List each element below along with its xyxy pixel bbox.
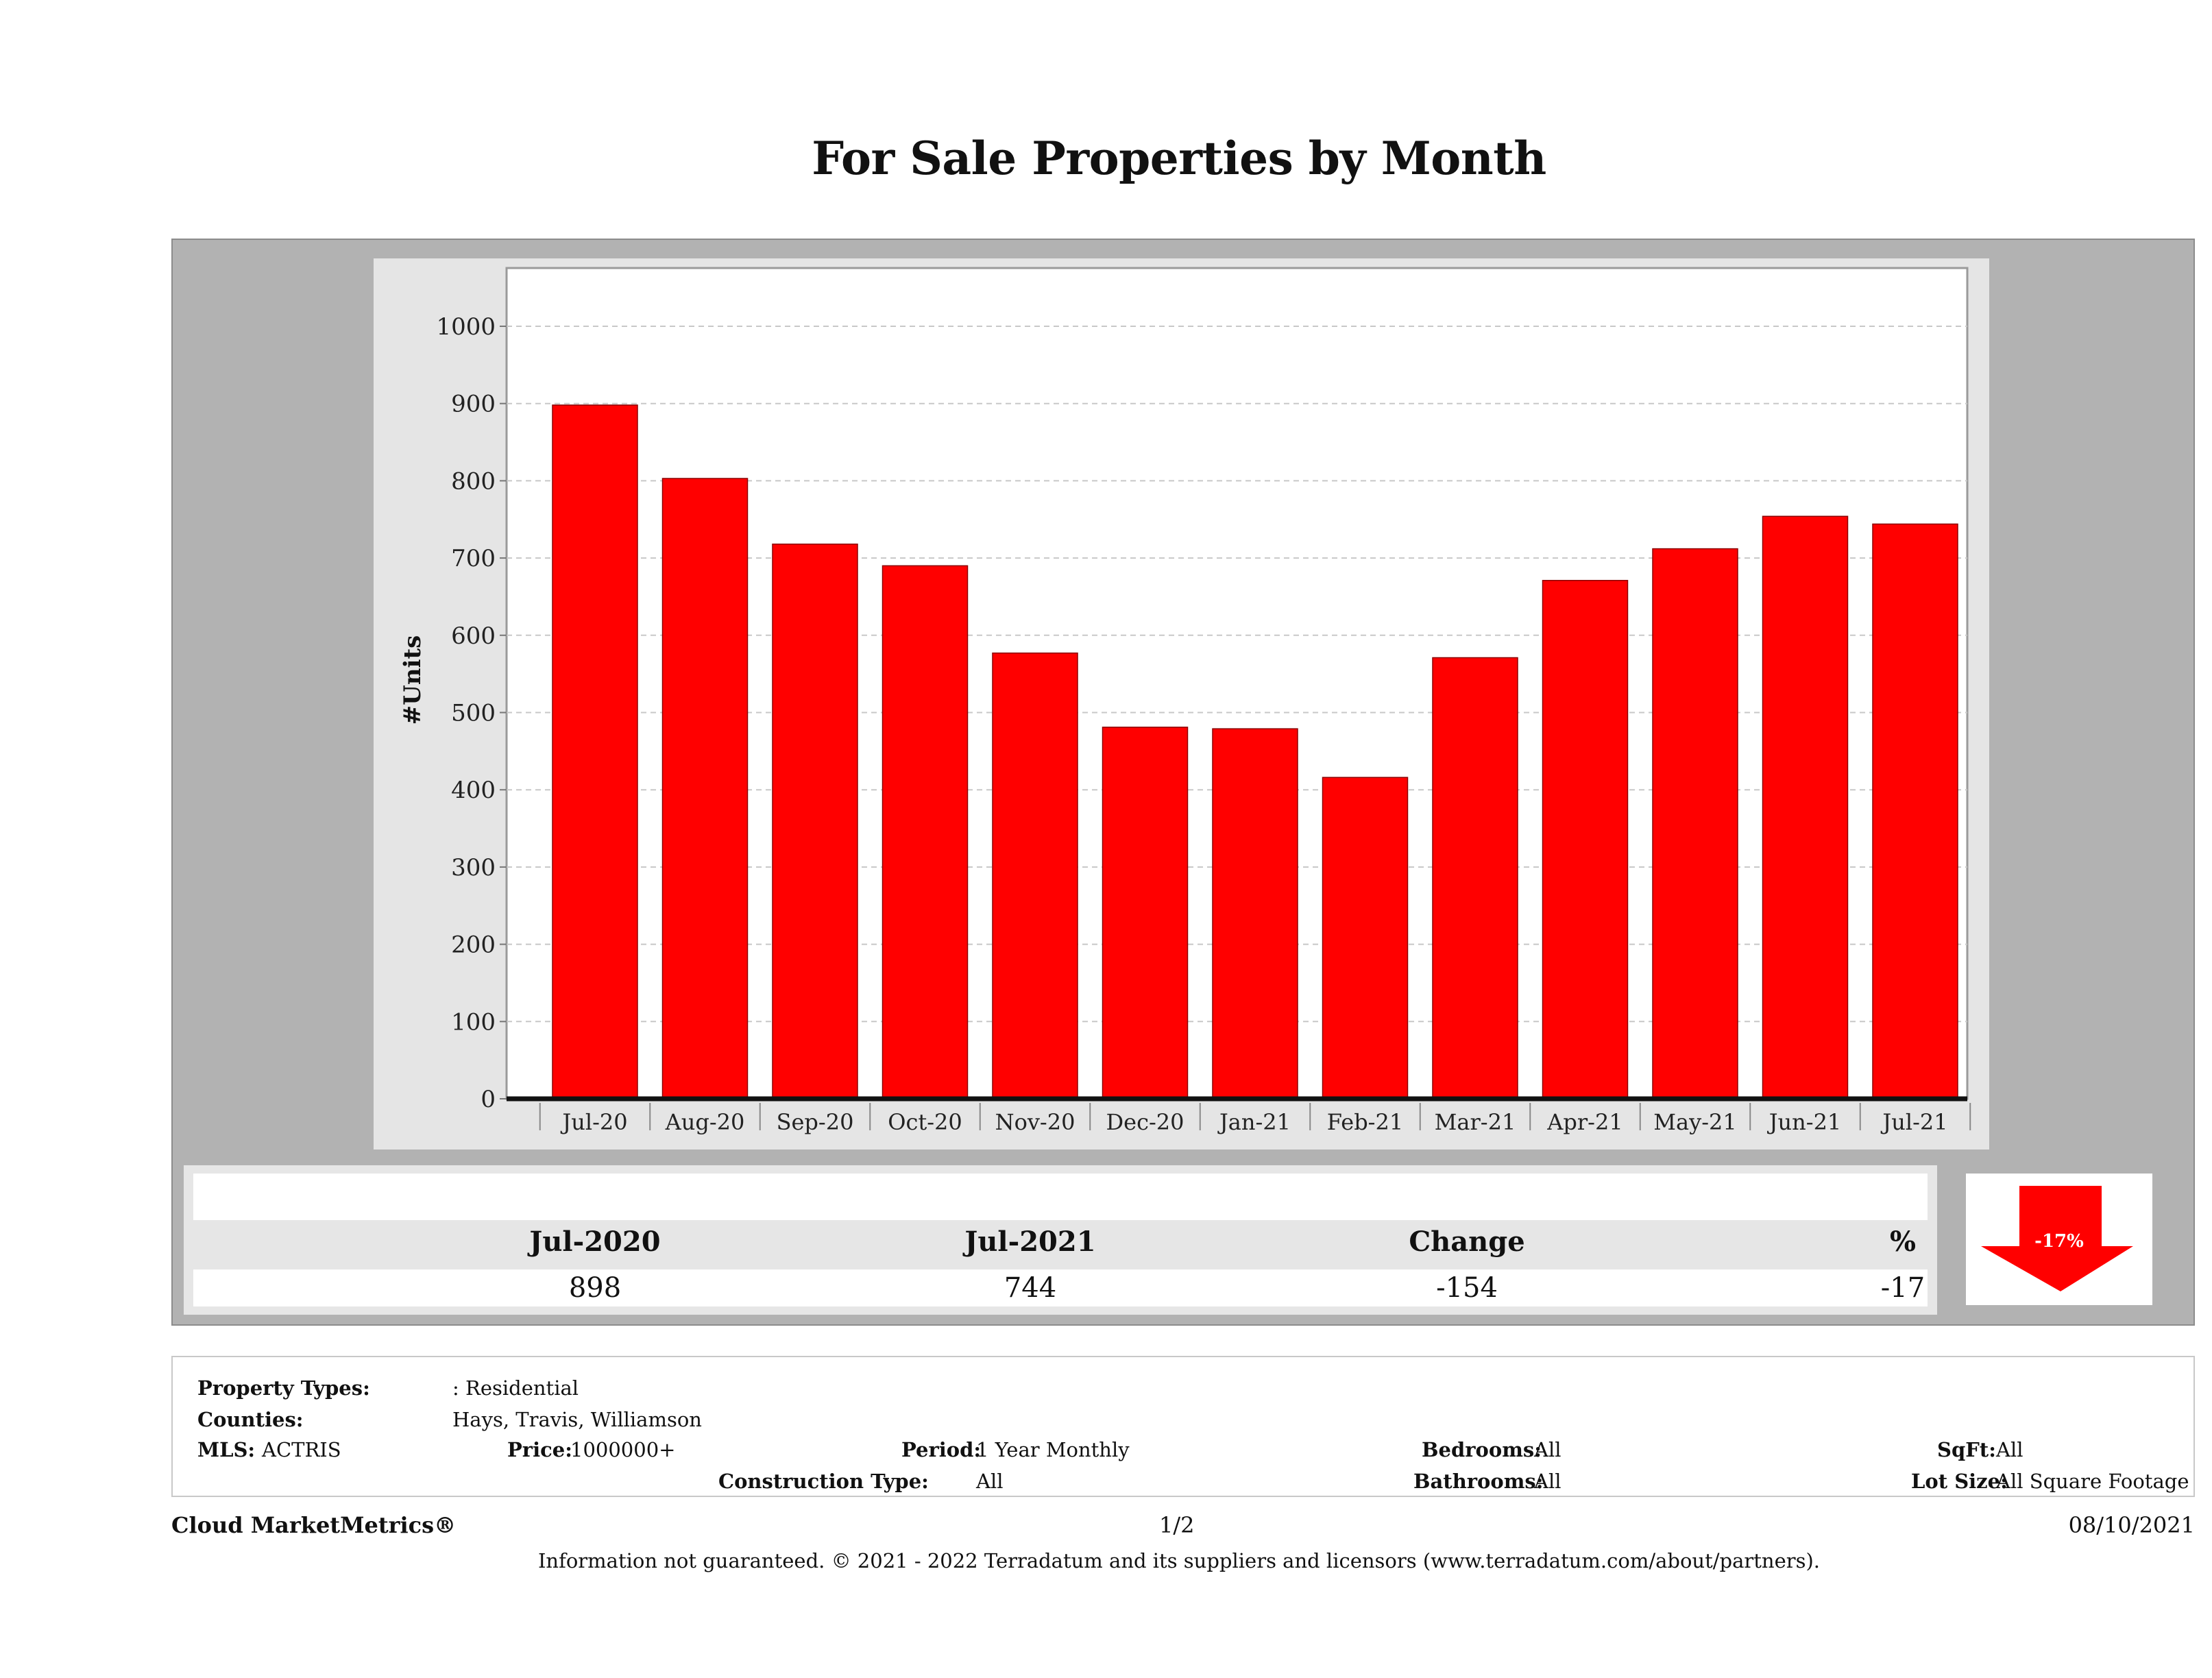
down-arrow-icon xyxy=(1981,1186,2133,1291)
summary-value-percent: -17 xyxy=(1880,1272,1925,1304)
bar xyxy=(882,565,969,1099)
x-tick-label: Jul-20 xyxy=(560,1109,627,1135)
bar xyxy=(992,652,1078,1099)
chart-background: 0 100 200 300 400 500 600 700 800 900 1000 Jul-20 Au… xyxy=(374,258,1989,1150)
x-tick-label: Dec-20 xyxy=(1106,1109,1184,1135)
bedrooms-value: All xyxy=(1534,1438,1561,1461)
page-title: For Sale Properties by Month xyxy=(812,132,1546,185)
x-tick-label: Mar-21 xyxy=(1435,1109,1516,1135)
bar xyxy=(1872,523,1958,1099)
y-tick-label: 1000 xyxy=(436,313,496,341)
summary-value-end: 744 xyxy=(1004,1272,1057,1304)
price-value: 1000000+ xyxy=(570,1438,676,1461)
y-axis-label: #Units xyxy=(399,635,426,725)
bathrooms-value: All xyxy=(1534,1470,1561,1493)
summary-header-start: Jul-2020 xyxy=(529,1226,661,1258)
summary-value-start: 898 xyxy=(568,1272,622,1304)
report-criteria: Property Types: : Residential Counties: … xyxy=(171,1356,2195,1497)
x-tick-label: Sep-20 xyxy=(777,1109,854,1135)
x-tick-label: Jun-21 xyxy=(1767,1109,1842,1135)
y-tick-label: 900 xyxy=(451,391,496,418)
footer-disclaimer: Information not guaranteed. © 2021 - 202… xyxy=(537,1549,1821,1572)
y-tick-label: 800 xyxy=(451,467,496,495)
summary-table: Jul-2020 Jul-2021 Change % 898 744 -154 … xyxy=(184,1165,1937,1315)
bar xyxy=(1432,657,1518,1099)
mls-value: ACTRIS xyxy=(262,1438,341,1461)
change-percent-label: -17% xyxy=(2034,1231,2084,1252)
x-tick-label: Feb-21 xyxy=(1327,1109,1403,1135)
period-label: Period: xyxy=(901,1438,982,1461)
x-tick-label: Jul-21 xyxy=(1880,1109,1947,1135)
bedrooms-label: Bedrooms: xyxy=(1422,1438,1542,1461)
bar-chart: 0 100 200 300 400 500 600 700 800 900 1000 Jul-20 Au… xyxy=(399,267,1971,1135)
summary-header-end: Jul-2021 xyxy=(964,1226,1096,1258)
x-tick-label: Jan-21 xyxy=(1217,1109,1291,1135)
construction-type-label: Construction Type: xyxy=(718,1470,929,1493)
sqft-value: All xyxy=(1996,1438,2023,1461)
y-tick-label: 100 xyxy=(451,1008,496,1036)
x-tick-label: Oct-20 xyxy=(888,1109,962,1135)
footer-date: 08/10/2021 xyxy=(2068,1512,2195,1538)
y-tick-label: 700 xyxy=(451,545,496,572)
lot-size-label: Lot Size: xyxy=(1911,1470,2008,1493)
bar xyxy=(661,478,749,1099)
footer-brand: Cloud MarketMetrics® xyxy=(171,1512,457,1538)
bar xyxy=(1762,515,1849,1099)
construction-type-value: All xyxy=(976,1470,1004,1493)
y-tick-label: 300 xyxy=(451,854,496,881)
bar xyxy=(1212,728,1298,1099)
sqft-label: SqFt: xyxy=(1937,1438,1996,1461)
x-tick-label: Apr-21 xyxy=(1546,1109,1622,1135)
bathrooms-label: Bathrooms: xyxy=(1413,1470,1544,1493)
bar xyxy=(1652,548,1738,1099)
y-tick-label: 500 xyxy=(451,700,496,727)
bar xyxy=(1542,580,1629,1099)
period-value: 1 Year Monthly xyxy=(976,1438,1130,1461)
property-types-label: Property Types: xyxy=(197,1376,370,1400)
summary-value-change: -154 xyxy=(1436,1272,1498,1304)
summary-blank-row xyxy=(193,1174,1928,1220)
x-tick-label: Nov-20 xyxy=(995,1109,1075,1135)
summary-values-row xyxy=(193,1269,1928,1306)
y-tick-label: 0 xyxy=(481,1086,496,1113)
bar xyxy=(1322,777,1409,1099)
bar xyxy=(772,544,858,1099)
bar xyxy=(552,404,638,1099)
counties-label: Counties: xyxy=(197,1408,304,1431)
y-tick-label: 600 xyxy=(451,622,496,650)
footer-page-number: 1/2 xyxy=(1159,1512,1195,1538)
y-tick-label: 200 xyxy=(451,932,496,959)
x-tick-label: May-21 xyxy=(1653,1109,1736,1135)
change-indicator: -17% xyxy=(1966,1174,2152,1305)
mls-label: MLS: xyxy=(197,1438,256,1461)
y-tick-label: 400 xyxy=(451,777,496,804)
summary-header-percent: % xyxy=(1889,1226,1916,1258)
bar xyxy=(1102,727,1189,1099)
lot-size-value: All Square Footage xyxy=(1996,1470,2189,1493)
x-tick-label: Aug-20 xyxy=(665,1109,745,1135)
summary-header-change: Change xyxy=(1409,1226,1525,1258)
counties-value: Hays, Travis, Williamson xyxy=(452,1408,702,1431)
property-types-value: : Residential xyxy=(452,1376,579,1400)
price-label: Price: xyxy=(507,1438,572,1461)
